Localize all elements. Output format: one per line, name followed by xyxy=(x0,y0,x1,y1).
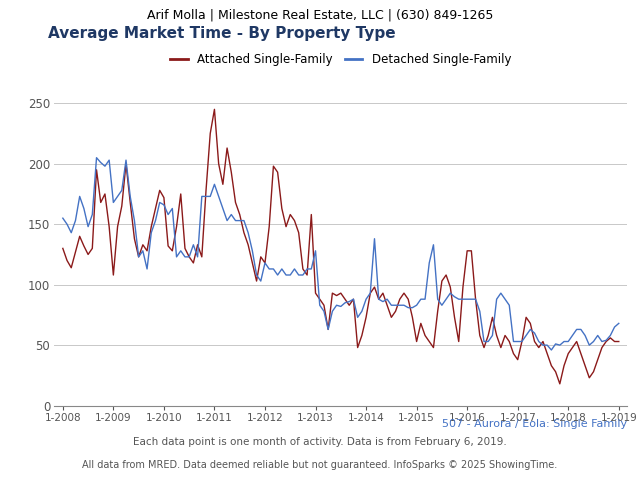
Text: 507 - Aurora / Eola: Single Family: 507 - Aurora / Eola: Single Family xyxy=(442,419,627,429)
Text: Average Market Time - By Property Type: Average Market Time - By Property Type xyxy=(48,26,396,41)
Legend: Attached Single-Family, Detached Single-Family: Attached Single-Family, Detached Single-… xyxy=(166,48,516,71)
Text: Arif Molla | Milestone Real Estate, LLC | (630) 849-1265: Arif Molla | Milestone Real Estate, LLC … xyxy=(147,8,493,22)
Text: All data from MRED. Data deemed reliable but not guaranteed. InfoSparks © 2025 S: All data from MRED. Data deemed reliable… xyxy=(83,460,557,470)
Text: Each data point is one month of activity. Data is from February 6, 2019.: Each data point is one month of activity… xyxy=(133,437,507,447)
